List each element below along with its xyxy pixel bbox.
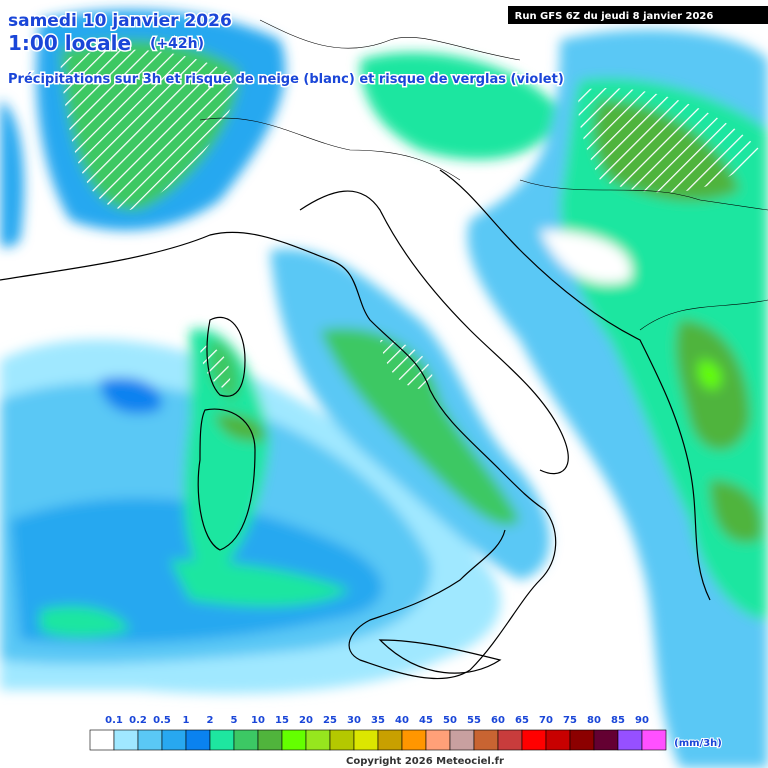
forecast-date: samedi 10 janvier 2026 (8, 11, 232, 31)
legend-label: 5 (231, 715, 238, 726)
legend-label: 65 (515, 715, 529, 726)
map-subtitle: Précipitations sur 3h et risque de neige… (8, 72, 564, 87)
legend-swatch (473, 729, 499, 751)
legend-label: 85 (611, 715, 625, 726)
legend-swatch (113, 729, 139, 751)
precipitation-field (0, 9, 768, 768)
legend-swatch (401, 729, 427, 751)
borders (199, 19, 768, 331)
legend-label: 80 (587, 715, 601, 726)
run-info: Run GFS 6Z du jeudi 8 janvier 2026 (515, 11, 714, 22)
legend-label: 2 (207, 715, 214, 726)
legend-label: 0.5 (153, 715, 171, 726)
legend-swatch (377, 729, 403, 751)
legend-label: 25 (323, 715, 337, 726)
legend-swatch (521, 729, 547, 751)
legend-swatch (89, 729, 115, 751)
legend-label: 60 (491, 715, 505, 726)
snow-risk (60, 49, 760, 390)
legend-swatch (569, 729, 595, 751)
legend-label: 90 (635, 715, 649, 726)
forecast-time: 1:00 locale (8, 31, 131, 55)
legend-label: 15 (275, 715, 289, 726)
legend-swatch (137, 729, 163, 751)
coastlines (0, 169, 711, 680)
legend-swatch (329, 729, 355, 751)
legend-swatch (257, 729, 283, 751)
legend-label: 70 (539, 715, 553, 726)
legend-label: 45 (419, 715, 433, 726)
legend: 0.1 0.2 0.5 1 2 5 10 15 20 25 30 35 40 45 50 55 60 65 70 75… (89, 714, 667, 751)
run-box (508, 6, 768, 24)
legend-label: 0.1 (105, 715, 123, 726)
legend-swatch (641, 729, 667, 751)
legend-swatch (617, 729, 643, 751)
legend-label: 1 (183, 715, 190, 726)
legend-swatch (281, 729, 307, 751)
legend-swatch (497, 729, 523, 751)
legend-swatch (449, 729, 475, 751)
legend-unit: (mm/3h) (674, 738, 722, 749)
legend-swatch (593, 729, 619, 751)
copyright: Copyright 2026 Meteociel.fr (346, 756, 504, 767)
lead-time: (+42h) (150, 36, 204, 52)
legend-swatch (305, 729, 331, 751)
legend-swatch (353, 729, 379, 751)
legend-label: 75 (563, 715, 577, 726)
legend-label: 50 (443, 715, 457, 726)
legend-swatch (425, 729, 451, 751)
legend-swatch (545, 729, 571, 751)
legend-label: 30 (347, 715, 361, 726)
legend-label: 0.2 (129, 715, 147, 726)
legend-label: 10 (251, 715, 265, 726)
legend-label: 55 (467, 715, 481, 726)
legend-swatch (209, 729, 235, 751)
legend-label: 35 (371, 715, 385, 726)
legend-label: 40 (395, 715, 409, 726)
legend-label: 20 (299, 715, 313, 726)
legend-swatch (233, 729, 259, 751)
legend-swatch (161, 729, 187, 751)
legend-swatch (185, 729, 211, 751)
